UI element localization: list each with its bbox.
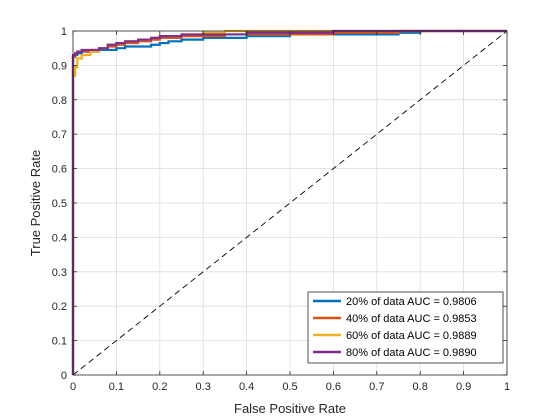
legend-items: 20% of data AUC = 0.9806 40% of data AUC … [313,296,477,359]
y-tick-label: 0.7 [52,129,67,141]
legend-label-4: 80% of data AUC = 0.9890 [346,347,477,359]
axis-ticks: 0 0.1 0.2 0.3 0.4 0.5 0.6 0.7 0.8 0.9 1 0 0.1 0.2 0.3 0… [52,26,510,393]
chance-diagonal-line [72,30,508,376]
y-tick-label: 0 [61,370,67,382]
x-tick-label: 0 [70,381,76,393]
y-tick-label: 0.1 [52,336,67,348]
x-tick-label: 0.5 [282,381,297,393]
y-tick-label: 0.3 [52,267,67,279]
x-tick-label: 0.2 [152,381,167,393]
legend-label-2: 40% of data AUC = 0.9853 [346,313,477,325]
x-tick-label: 0.3 [196,381,211,393]
x-tick-label: 0.8 [413,381,428,393]
y-tick-label: 0.6 [52,164,67,176]
legend-label-3: 60% of data AUC = 0.9889 [346,330,477,342]
x-tick-label: 1 [504,381,510,393]
y-tick-label: 0.2 [52,301,67,313]
x-tick-label: 0.4 [239,381,254,393]
y-tick-label: 0.4 [52,232,67,244]
x-tick-label: 0.6 [326,381,341,393]
x-tick-label: 0.9 [456,381,471,393]
legend-label-1: 20% of data AUC = 0.9806 [346,296,477,308]
x-tick-label: 0.1 [109,381,124,393]
y-tick-label: 0.8 [52,95,67,107]
y-tick-label: 0.5 [52,198,67,210]
legend: 20% of data AUC = 0.9806 40% of data AUC … [307,291,504,364]
y-tick-label: 0.9 [52,60,67,72]
y-axis-label: True Positive Rate [28,150,43,256]
x-tick-label: 0.7 [369,381,384,393]
x-axis-label: False Positive Rate [234,401,346,416]
y-tick-label: 1 [61,26,67,38]
